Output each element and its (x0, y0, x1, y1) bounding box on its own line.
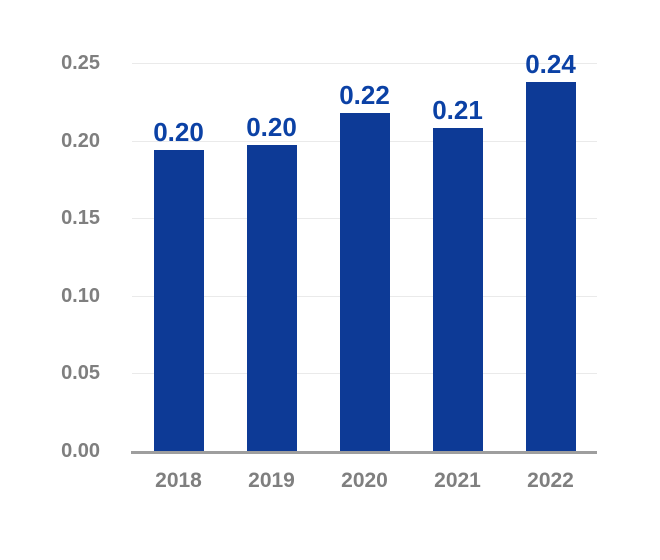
bar-value-label: 0.20 (153, 117, 204, 147)
x-tick-label: 2018 (155, 469, 202, 492)
bar-value-label: 0.24 (525, 49, 576, 79)
gridline-0.25 (132, 63, 597, 64)
bar-2022 (526, 82, 576, 451)
y-tick-label: 0.05 (61, 362, 100, 384)
y-tick-label: 0.00 (61, 440, 100, 462)
y-tick-label: 0.10 (61, 285, 100, 307)
x-tick-label: 2020 (341, 469, 388, 492)
y-tick-label: 0.25 (61, 52, 100, 74)
x-tick-label: 2019 (248, 469, 295, 492)
bar-value-label: 0.21 (432, 95, 483, 125)
y-tick-label: 0.20 (61, 130, 100, 152)
x-axis-line (131, 451, 597, 454)
bar-2019 (247, 145, 297, 451)
bar-2018 (154, 150, 204, 451)
x-tick-label: 2021 (434, 469, 481, 492)
bar-value-label: 0.22 (339, 80, 390, 110)
x-tick-label: 2022 (527, 469, 574, 492)
bar-2020 (340, 113, 390, 451)
bar-value-label: 0.20 (246, 112, 297, 142)
bar-2021 (433, 128, 483, 451)
y-tick-label: 0.15 (61, 207, 100, 229)
